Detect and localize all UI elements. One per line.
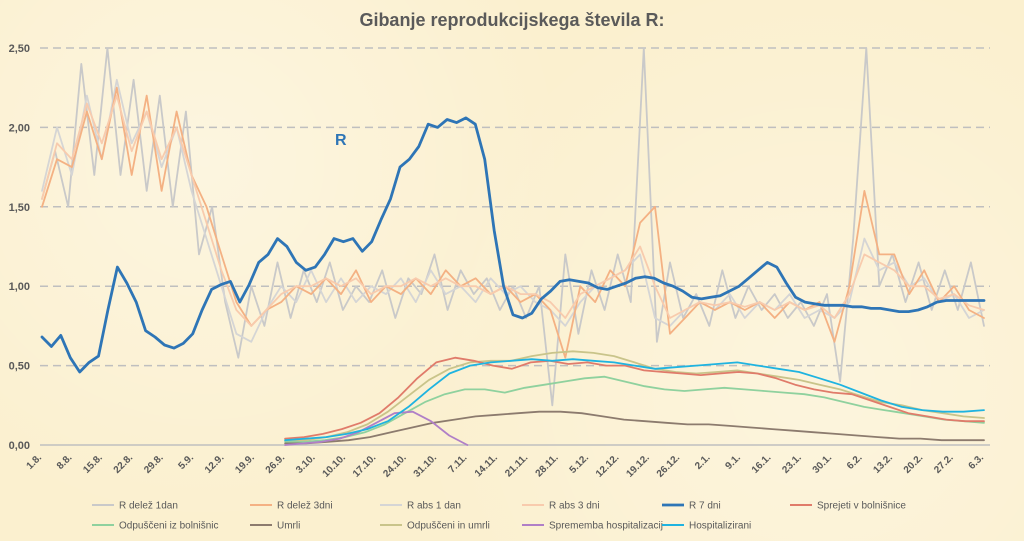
y-tick-label: 0,50 [9, 361, 30, 373]
x-tick-label: 16.1. [750, 452, 774, 476]
x-tick-label: 14.11. [473, 452, 500, 479]
x-tick-label: 17.10. [351, 452, 379, 480]
x-tick-label: 20.2. [902, 452, 926, 476]
x-tick-label: 6.2. [845, 452, 865, 472]
y-tick-label: 2,00 [9, 122, 30, 134]
x-tick-label: 9.1. [723, 452, 743, 472]
legend-label: R abs 3 dni [549, 501, 600, 512]
series-line [284, 375, 985, 443]
series-line [284, 356, 985, 440]
legend-label: Odpuščeni in umrli [407, 521, 490, 532]
x-tick-label: 8.8. [55, 452, 75, 472]
x-tick-label: 3.10. [294, 452, 318, 476]
x-tick-label: 5.9. [176, 452, 196, 472]
series-line [41, 47, 985, 407]
series-line [284, 410, 469, 446]
y-tick-labels: 0,00 0,50 1,00 1,50 2,00 2,50 [9, 43, 30, 452]
legend-label: R delež 1dan [119, 501, 178, 512]
x-tick-label: 10.10. [321, 452, 349, 480]
x-tick-label: 2.1. [693, 452, 713, 472]
legend-label: Sprememba hospitalizacij [549, 521, 663, 532]
series-line [284, 358, 985, 442]
x-tick-label: 1.8. [25, 452, 45, 472]
x-tick-label: 23.1. [780, 452, 804, 476]
series-line [41, 78, 985, 343]
legend-label: R abs 1 dan [407, 501, 461, 512]
y-tick-label: 1,00 [9, 281, 30, 293]
series-line [41, 86, 985, 359]
x-tick-label: 24.10. [381, 452, 409, 480]
x-tick-label: 21.11. [503, 452, 530, 479]
y-tick-label: 2,50 [9, 43, 30, 55]
x-tick-label: 12.9. [203, 452, 227, 476]
x-tick-label: 26.9. [264, 452, 288, 476]
x-tick-label: 22.8. [112, 452, 136, 476]
x-tick-label: 31.10. [412, 452, 440, 480]
x-tick-label: 12.12. [594, 452, 622, 480]
x-tick-label: 13.2. [871, 452, 895, 476]
y-tick-label: 1,50 [9, 202, 30, 214]
x-tick-label: 19.9. [233, 452, 257, 476]
series-lines [40, 47, 986, 446]
legend-label: Sprejeti v bolnišnice [817, 501, 906, 512]
x-tick-labels: 1.8. 8.8. 15.8. 22.8. 29.8. 5.9. 12.9. 19.9. 26.… [25, 452, 987, 480]
legend-label: R 7 dni [689, 501, 721, 512]
series-line [40, 116, 986, 374]
series-line [284, 350, 985, 442]
x-tick-label: 29.8. [142, 452, 166, 476]
x-tick-label: 30.1. [811, 452, 835, 476]
y-tick-label: 0,00 [9, 440, 30, 452]
series-line [41, 94, 985, 327]
legend-label: Hospitalizirani [689, 521, 751, 532]
x-tick-label: 6.3. [967, 452, 987, 472]
x-tick-label: 27.2. [932, 452, 956, 476]
x-tick-label: 5.12. [568, 452, 592, 476]
legend-label: Umrli [277, 521, 300, 532]
legend-label: Odpuščeni iz bolnišnic [119, 521, 219, 532]
series-line [284, 410, 985, 445]
legend: R delež 1dan R delež 3dni R abs 1 dan R abs… [92, 501, 906, 532]
grid-lines [40, 47, 990, 446]
x-tick-label: 19.12. [624, 452, 652, 480]
x-tick-label: 28.11. [534, 452, 561, 479]
x-tick-label: 15.8. [81, 452, 105, 476]
x-tick-label: 7.11. [446, 452, 469, 475]
r-annotation: R [335, 132, 347, 149]
legend-label: R delež 3dni [277, 501, 333, 512]
x-tick-label: 26.12. [655, 452, 683, 480]
chart-title: Gibanje reprodukcijskega števila R: [359, 10, 664, 30]
